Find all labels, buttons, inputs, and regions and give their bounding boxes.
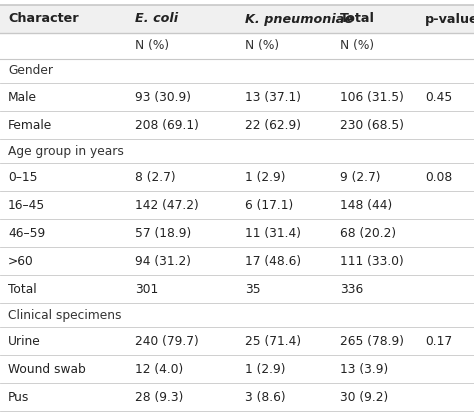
Text: 301: 301 — [135, 282, 158, 295]
Text: 106 (31.5): 106 (31.5) — [340, 91, 404, 103]
Text: Age group in years: Age group in years — [8, 145, 124, 158]
Text: Female: Female — [8, 119, 52, 132]
Text: 0.08: 0.08 — [425, 171, 452, 184]
Text: 1 (2.9): 1 (2.9) — [245, 362, 285, 375]
Text: 12 (4.0): 12 (4.0) — [135, 362, 183, 375]
Text: 93 (30.9): 93 (30.9) — [135, 91, 191, 103]
Text: 6 (17.1): 6 (17.1) — [245, 199, 293, 212]
Text: 0.17: 0.17 — [425, 334, 452, 347]
Text: Character: Character — [8, 13, 79, 26]
Text: 17 (48.6): 17 (48.6) — [245, 254, 301, 267]
Text: N (%): N (%) — [135, 39, 169, 52]
Text: 13 (37.1): 13 (37.1) — [245, 91, 301, 103]
Text: 16–45: 16–45 — [8, 199, 45, 212]
Text: K. pneumoniae: K. pneumoniae — [245, 13, 353, 26]
Text: 1 (2.9): 1 (2.9) — [245, 171, 285, 184]
Text: Total: Total — [340, 13, 375, 26]
Text: 148 (44): 148 (44) — [340, 199, 392, 212]
Text: Wound swab: Wound swab — [8, 362, 86, 375]
Bar — [0, 5, 474, 33]
Text: Total: Total — [8, 282, 36, 295]
Text: 0.45: 0.45 — [425, 91, 452, 103]
Text: 3 (8.6): 3 (8.6) — [245, 391, 286, 403]
Text: 0–15: 0–15 — [8, 171, 37, 184]
Text: 8 (2.7): 8 (2.7) — [135, 171, 176, 184]
Text: 336: 336 — [340, 282, 363, 295]
Text: 30 (9.2): 30 (9.2) — [340, 391, 388, 403]
Text: 111 (33.0): 111 (33.0) — [340, 254, 404, 267]
Text: 11 (31.4): 11 (31.4) — [245, 227, 301, 240]
Text: 28 (9.3): 28 (9.3) — [135, 391, 183, 403]
Text: 35: 35 — [245, 282, 261, 295]
Text: 25 (71.4): 25 (71.4) — [245, 334, 301, 347]
Text: Urine: Urine — [8, 334, 41, 347]
Text: Pus: Pus — [8, 391, 29, 403]
Text: p-value: p-value — [425, 13, 474, 26]
Text: 68 (20.2): 68 (20.2) — [340, 227, 396, 240]
Text: Clinical specimens: Clinical specimens — [8, 308, 121, 321]
Text: >60: >60 — [8, 254, 34, 267]
Text: E. coli: E. coli — [135, 13, 178, 26]
Text: Male: Male — [8, 91, 37, 103]
Text: 208 (69.1): 208 (69.1) — [135, 119, 199, 132]
Text: 57 (18.9): 57 (18.9) — [135, 227, 191, 240]
Text: 230 (68.5): 230 (68.5) — [340, 119, 404, 132]
Text: 94 (31.2): 94 (31.2) — [135, 254, 191, 267]
Text: Gender: Gender — [8, 65, 53, 78]
Text: 46–59: 46–59 — [8, 227, 45, 240]
Text: 13 (3.9): 13 (3.9) — [340, 362, 388, 375]
Text: 265 (78.9): 265 (78.9) — [340, 334, 404, 347]
Text: 9 (2.7): 9 (2.7) — [340, 171, 381, 184]
Text: 22 (62.9): 22 (62.9) — [245, 119, 301, 132]
Text: N (%): N (%) — [245, 39, 279, 52]
Text: 142 (47.2): 142 (47.2) — [135, 199, 199, 212]
Text: 240 (79.7): 240 (79.7) — [135, 334, 199, 347]
Text: N (%): N (%) — [340, 39, 374, 52]
